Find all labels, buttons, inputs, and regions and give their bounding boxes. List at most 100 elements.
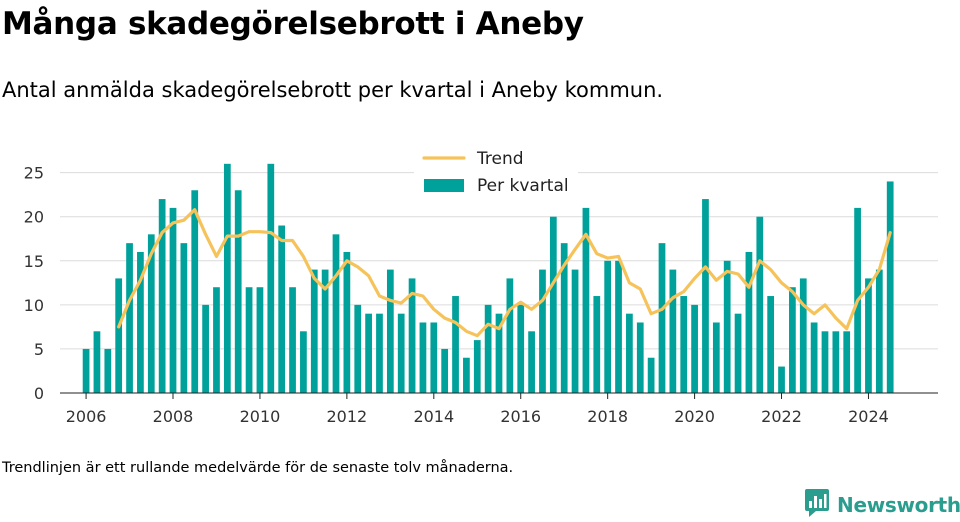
bar (680, 296, 688, 393)
bar (441, 348, 449, 393)
x-tick-label: 2020 (674, 407, 715, 426)
bar (789, 287, 796, 393)
bar (354, 304, 362, 393)
legend-bar-swatch (424, 179, 464, 192)
x-tick-label: 2016 (500, 407, 541, 426)
bar (300, 331, 307, 393)
bar (267, 163, 275, 393)
bar (365, 313, 372, 393)
bar (180, 243, 188, 393)
bar (115, 278, 123, 393)
bar (310, 269, 318, 393)
bar (734, 313, 742, 393)
bar (473, 340, 481, 393)
bar (593, 296, 601, 393)
bar (647, 357, 655, 393)
legend[interactable]: Trend Per kvartal (414, 148, 578, 202)
bar-chart-icon (804, 488, 830, 522)
bar (604, 260, 612, 393)
legend-label: Trend (476, 149, 524, 169)
y-tick-label: 10 (24, 296, 44, 315)
bar (691, 304, 698, 393)
chart-title: Många skadegörelsebrott i Aneby (2, 6, 584, 42)
bar (202, 304, 209, 393)
bar (169, 207, 177, 393)
bar (615, 260, 622, 393)
bar (93, 331, 101, 393)
bar (332, 234, 340, 393)
footnote: Trendlinjen är ett rullande medelvärde f… (2, 460, 514, 476)
bar (256, 287, 264, 393)
bar (191, 190, 199, 393)
bar (778, 366, 785, 393)
bar (865, 278, 872, 393)
bar (408, 278, 416, 393)
bar (386, 269, 394, 393)
bar (745, 251, 753, 393)
bar (213, 287, 220, 393)
y-tick-label: 15 (24, 252, 44, 271)
bar (767, 296, 775, 393)
bar (343, 251, 351, 393)
x-tick-label: 2022 (761, 407, 802, 426)
x-tick-label: 2010 (240, 407, 281, 426)
bar (875, 269, 883, 393)
bar (321, 269, 329, 393)
bar (669, 269, 677, 393)
bar (626, 313, 633, 393)
brand-logo[interactable]: Newsworthy (804, 488, 960, 522)
trend-line (117, 208, 892, 338)
bar (571, 269, 579, 393)
chart: 0 5 10 15 20 25 2006 2008 2010 2012 2014 2016 2018 20… (24, 148, 938, 426)
bar (104, 348, 112, 393)
bar (560, 243, 568, 393)
legend-label: Per kvartal (477, 176, 569, 196)
x-tick-label: 2014 (413, 407, 454, 426)
bar (158, 199, 166, 393)
bar (582, 207, 590, 393)
bar (137, 251, 144, 393)
x-tick-label: 2024 (848, 407, 889, 426)
bar (506, 278, 514, 393)
x-tick-label: 2018 (587, 407, 628, 426)
y-tick-label: 25 (24, 164, 44, 183)
bar (484, 304, 492, 393)
bar (528, 331, 535, 393)
chart-subtitle: Antal anmälda skadegörelsebrott per kvar… (2, 78, 664, 102)
bar (756, 216, 764, 393)
bar (430, 322, 438, 393)
bar (636, 322, 644, 393)
bar (539, 269, 546, 393)
bar (843, 331, 851, 393)
y-tick-label: 20 (24, 208, 44, 227)
bar (82, 348, 90, 393)
bar (126, 243, 133, 393)
bar (810, 322, 818, 393)
bar (495, 313, 503, 393)
bar (223, 163, 231, 393)
bar (452, 296, 459, 393)
bar (147, 234, 155, 393)
x-tick-label: 2012 (327, 407, 368, 426)
bar (712, 322, 720, 393)
bar (517, 304, 525, 393)
bar (289, 287, 296, 393)
bar (549, 216, 557, 393)
y-tick-label: 0 (34, 384, 44, 403)
bar (419, 322, 427, 393)
bar (821, 331, 829, 393)
bar (723, 260, 731, 393)
bar (376, 313, 383, 393)
brand-name: Newsworthy (837, 493, 960, 517)
bar (832, 331, 840, 393)
y-tick-label: 5 (34, 340, 44, 359)
bar (702, 199, 709, 393)
bar (463, 357, 470, 393)
bar (397, 313, 405, 393)
bar (886, 181, 894, 393)
bar (278, 225, 286, 393)
x-tick-label: 2006 (66, 407, 107, 426)
bar (245, 287, 253, 393)
bar (658, 243, 666, 393)
bar (234, 190, 242, 393)
